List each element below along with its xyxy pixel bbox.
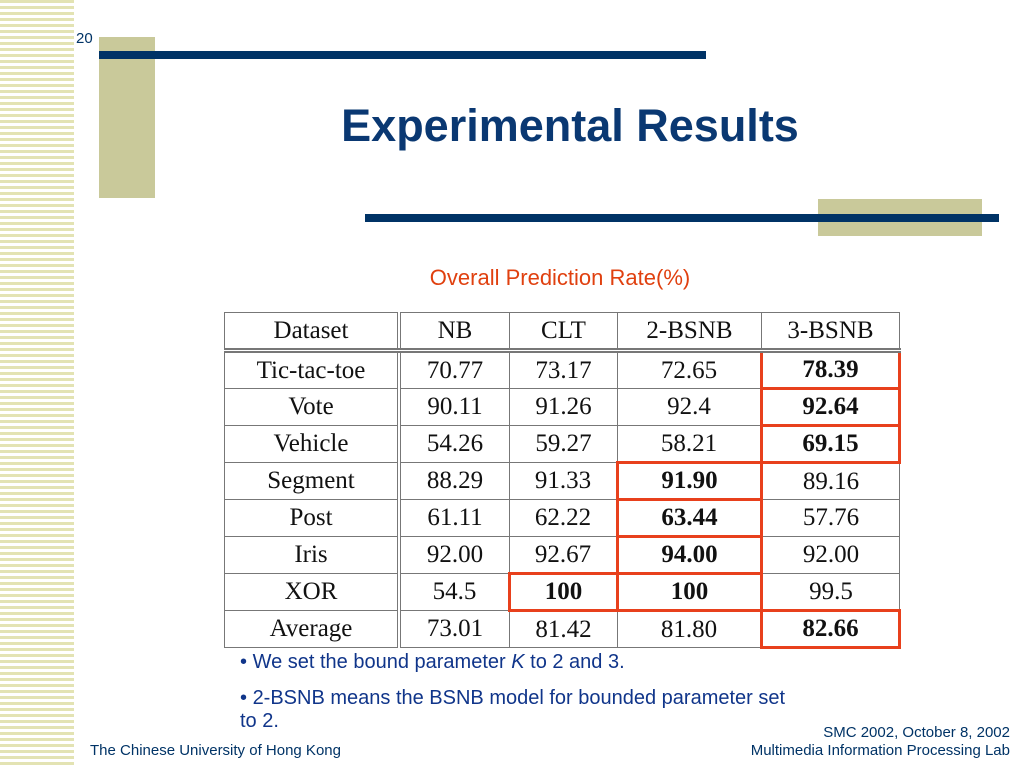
header-clt: CLT — [509, 312, 618, 353]
cell-dataset: Average — [224, 610, 401, 648]
footer-university: The Chinese University of Hong Kong — [90, 742, 341, 759]
decorative-block-left — [99, 37, 155, 198]
table-row: Vehicle 54.26 59.27 58.21 69.15 — [224, 424, 901, 464]
table-row: Post 61.11 62.22 63.44 57.76 — [224, 498, 900, 538]
bullet-text: to 2 and 3. — [524, 651, 625, 673]
cell-3-bsnb-best: 78.39 — [760, 349, 901, 390]
cell-2-bsnb-best: 63.44 — [616, 498, 763, 538]
cell-dataset: Vehicle — [224, 425, 401, 463]
table-row: Iris 92.00 92.67 94.00 92.00 — [224, 535, 900, 575]
cell-3-bsnb: 99.5 — [761, 573, 900, 611]
bullet-bound-parameter: • We set the bound parameter K to 2 and … — [240, 651, 625, 673]
cell-dataset: Segment — [224, 462, 401, 500]
table-row: XOR 54.5 100 100 99.5 — [224, 572, 900, 612]
cell-dataset: Tic-tac-toe — [224, 350, 401, 389]
cell-3-bsnb-best: 82.66 — [760, 609, 901, 649]
cell-3-bsnb-best: 69.15 — [760, 424, 901, 464]
cell-clt: 59.27 — [509, 425, 618, 463]
header-3-bsnb: 3-BSNB — [761, 312, 900, 353]
table-row: Tic-tac-toe 70.77 73.17 72.65 78.39 — [224, 349, 901, 390]
cell-2-bsnb-best: 94.00 — [616, 535, 763, 575]
bullet-text: We set the bound parameter — [252, 651, 512, 673]
cell-2-bsnb: 58.21 — [617, 425, 762, 463]
cell-clt: 92.67 — [509, 536, 618, 574]
cell-nb: 61.11 — [398, 499, 510, 537]
results-table: Dataset NB CLT 2-BSNB 3-BSNB Tic-tac-toe… — [224, 312, 901, 649]
header-nb: NB — [398, 312, 510, 353]
cell-clt: 62.22 — [509, 499, 618, 537]
cell-3-bsnb: 89.16 — [761, 462, 900, 500]
decorative-bar-top — [99, 51, 706, 59]
cell-2-bsnb: 81.80 — [617, 610, 762, 648]
bullet-text: 2-BSNB means the BSNB model for bounded … — [240, 687, 786, 732]
cell-clt: 91.33 — [509, 462, 618, 500]
cell-3-bsnb: 57.76 — [761, 499, 900, 537]
footer-conference: SMC 2002, October 8, 2002 Multimedia Inf… — [751, 724, 1010, 760]
header-2-bsnb: 2-BSNB — [617, 312, 762, 353]
table-row: Segment 88.29 91.33 91.90 89.16 — [224, 461, 900, 501]
cell-nb: 70.77 — [398, 350, 510, 389]
header-dataset: Dataset — [224, 312, 401, 353]
cell-dataset: Iris — [224, 536, 401, 574]
cell-clt: 91.26 — [509, 388, 618, 426]
bullet-bsnb-definition: • 2-BSNB means the BSNB model for bounde… — [240, 687, 786, 732]
slide-number: 20 — [76, 30, 93, 47]
decorative-bar-middle — [365, 214, 999, 222]
cell-2-bsnb: 72.65 — [617, 350, 762, 389]
table-header-row: Dataset NB CLT 2-BSNB 3-BSNB — [224, 312, 900, 353]
cell-2-bsnb: 92.4 — [617, 388, 762, 426]
table-caption: Overall Prediction Rate(%) — [429, 265, 691, 290]
cell-3-bsnb-best: 92.64 — [760, 387, 901, 427]
slide-title: Experimental Results — [341, 100, 799, 151]
footer-conference-date: SMC 2002, October 8, 2002 — [823, 724, 1010, 741]
cell-nb: 54.26 — [398, 425, 510, 463]
cell-nb: 88.29 — [398, 462, 510, 500]
cell-nb: 92.00 — [398, 536, 510, 574]
table-row: Average 73.01 81.42 81.80 82.66 — [224, 609, 901, 649]
cell-dataset: Post — [224, 499, 401, 537]
cell-clt: 81.42 — [509, 610, 618, 648]
cell-nb: 54.5 — [398, 573, 510, 611]
footer-lab: Multimedia Information Processing Lab — [750, 742, 1010, 759]
cell-3-bsnb: 92.00 — [761, 536, 900, 574]
cell-dataset: Vote — [224, 388, 401, 426]
cell-clt: 73.17 — [509, 350, 618, 389]
cell-2-bsnb-best: 100 — [616, 572, 763, 612]
table-row: Vote 90.11 91.26 92.4 92.64 — [224, 387, 901, 427]
cell-nb: 73.01 — [398, 610, 510, 648]
cell-dataset: XOR — [224, 573, 401, 611]
cell-2-bsnb-best: 91.90 — [616, 461, 763, 501]
bullet-italic-k: K — [511, 651, 525, 673]
decorative-stripes — [0, 0, 74, 768]
cell-clt-best: 100 — [508, 572, 619, 612]
cell-nb: 90.11 — [398, 388, 510, 426]
